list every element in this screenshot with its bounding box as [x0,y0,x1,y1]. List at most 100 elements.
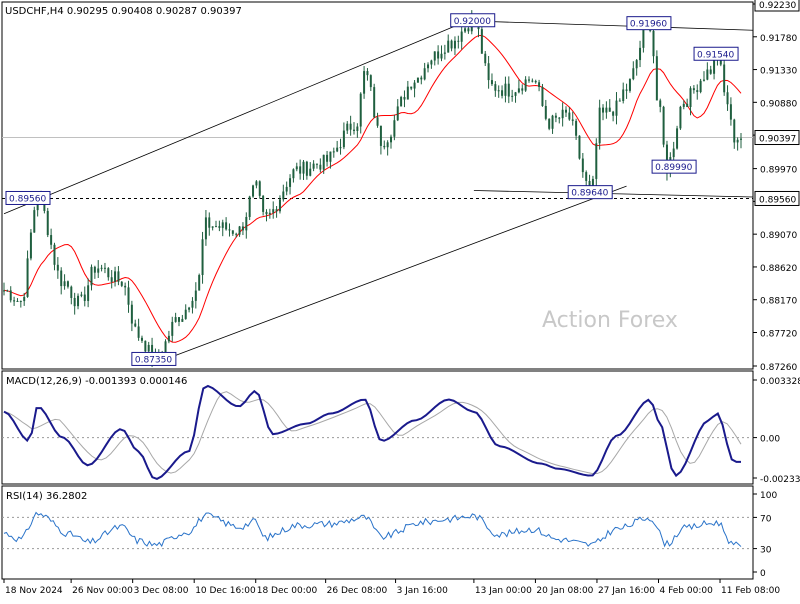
candle-body [366,71,369,76]
candle-body [16,300,19,302]
candle-body [194,290,197,301]
rsi-line [3,511,742,548]
time-tick-label: 3 Dec 08:00 [134,586,189,596]
candle-body [315,163,318,165]
candle-body [740,138,742,140]
candle-body [289,178,292,187]
candle-body [363,71,366,94]
candle-body [403,96,406,100]
candle-body [255,181,258,186]
candle-body [709,69,712,74]
candle-body [551,115,554,129]
current-price-label: 0.90397 [759,135,796,145]
candle-body [618,100,621,102]
candle-body [349,123,352,130]
candle-body [383,145,386,148]
candle-body [713,55,716,74]
candle-body [524,79,527,91]
candle-body [393,120,396,137]
candle-body [484,53,487,64]
candle-body [140,337,143,341]
candle-body [578,135,581,159]
candle-body [9,290,12,301]
candle-body [427,64,430,69]
candle-body [672,148,675,158]
price-tick-label: 0.87720 [760,329,797,339]
candle-body [60,270,63,287]
candle-body [548,118,551,129]
candle-body [575,120,578,136]
candle-body [689,88,692,108]
time-tick-label: 26 Dec 08:00 [327,586,388,596]
candle-body [305,161,308,176]
candle-body [642,29,645,48]
candle-body [679,106,682,129]
candle-body [144,340,147,352]
candle-body [565,109,568,113]
candle-body [581,158,584,173]
rsi-tick-label: 0 [760,569,766,579]
price-annotation-box [131,351,177,366]
candle-body [80,294,83,296]
time-tick-label: 26 Nov 00:00 [72,586,133,596]
macd-tick-label: 0.003328 [760,377,800,387]
candle-body [124,285,127,288]
candle-body [309,168,312,176]
candle-body [608,107,611,112]
price-panel [1,1,754,370]
candle-body [558,117,561,119]
candle-body [103,267,106,269]
candle-body [312,163,315,169]
candle-body [130,304,133,324]
time-tick-label: 27 Jan 16:00 [598,586,655,596]
candle-body [87,285,90,301]
candle-body [521,88,524,91]
candle-body [588,180,591,187]
candle-body [413,82,416,89]
candle-body [127,287,130,305]
candle-body [615,100,618,116]
candle-body [285,186,288,192]
candle-body [400,96,403,107]
candle-body [390,136,393,143]
price-annotation-box [5,190,51,205]
candle-body [554,115,557,118]
candle-body [36,201,39,211]
candle-body [423,68,426,80]
candle-body [416,77,419,83]
candle-body [605,107,608,113]
candle-body [736,139,739,143]
candle-body [612,111,615,116]
candle-body [359,93,362,127]
candle-body [73,297,76,307]
candle-body [50,235,53,245]
channel-upper-line [3,14,483,215]
candle-body [692,88,695,91]
candle-body [511,95,514,97]
candle-body [241,226,244,231]
candle-body [346,123,349,131]
price-annotation-label: 0.89640 [571,189,608,199]
candle-body [453,40,456,49]
candle-body [23,296,26,302]
candle-body [602,107,605,113]
candle-body [373,87,376,118]
candle-body [231,230,234,234]
candle-body [585,172,588,181]
candle-body [639,47,642,61]
price-annotation-label: 0.91960 [630,20,667,30]
candle-body [3,290,5,292]
candle-body [177,317,180,322]
candle-body [457,40,460,42]
price-annotation-box [567,185,613,200]
candle-body [56,264,59,271]
candle-body [332,151,335,153]
price-annotation-box [693,46,739,61]
candle-body [386,142,389,148]
rsi-tick-label: 30 [760,546,772,556]
top-price-box [754,0,800,12]
candle-body [93,266,96,273]
candle-body [379,125,382,146]
candle-body [406,86,409,100]
